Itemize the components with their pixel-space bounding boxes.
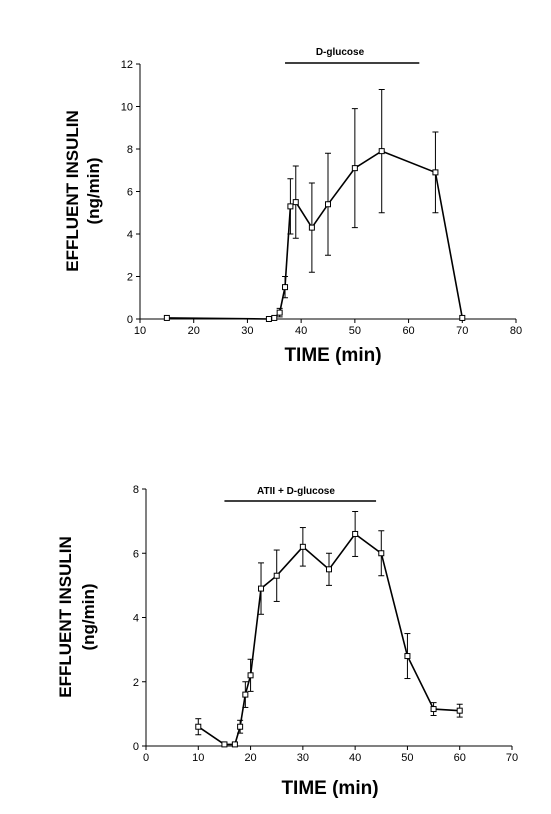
data-point xyxy=(265,316,272,322)
data-point xyxy=(430,706,437,713)
y-tick-label: 12 xyxy=(121,59,133,71)
y-tick-label: 2 xyxy=(127,272,133,284)
y-axis-label-line2: (ng/min) xyxy=(79,583,98,650)
x-tick-label: 0 xyxy=(143,752,149,764)
x-tick-label: 20 xyxy=(188,325,200,337)
x-tick-label: 80 xyxy=(510,325,522,337)
chart-top: 10 20 30 40 50 60 70 80 0 2 4 6 8 10 12 EFFLUENT INSUL… xyxy=(63,47,522,366)
y-axis-label-line1: EFFLUENT INSULIN xyxy=(63,110,82,272)
chart-bottom: 0 10 20 30 40 50 60 70 0 2 4 6 8 EFFLUENT INSULIN (n… xyxy=(56,484,518,799)
data-point xyxy=(237,723,244,730)
treatment-label: ATII + D-glucose xyxy=(257,486,335,497)
series-line xyxy=(166,150,464,320)
x-tick-label: 10 xyxy=(134,325,146,337)
y-tick-label: 4 xyxy=(133,613,139,625)
x-tick-label: 30 xyxy=(241,325,253,337)
x-tick-label: 60 xyxy=(454,752,466,764)
data-point xyxy=(325,201,331,208)
y-tick-label: 2 xyxy=(133,677,139,689)
y-tick-label: 0 xyxy=(127,314,133,326)
x-axis-label: TIME (min) xyxy=(284,345,381,366)
data-point xyxy=(351,165,358,172)
x-tick-label: 50 xyxy=(401,752,413,764)
data-point xyxy=(231,741,238,748)
data-point xyxy=(404,653,411,660)
data-point xyxy=(273,572,280,579)
x-tick-label: 10 xyxy=(192,752,204,764)
data-point xyxy=(456,707,463,714)
data-point xyxy=(299,543,306,550)
data-point xyxy=(292,199,299,206)
data-point xyxy=(378,148,385,155)
data-point xyxy=(247,672,254,679)
y-tick-label: 6 xyxy=(127,187,133,199)
data-point xyxy=(326,566,332,573)
x-tick-label: 40 xyxy=(349,752,361,764)
data-point xyxy=(432,169,439,176)
x-tick-label: 60 xyxy=(402,325,414,337)
plot-area-bottom: 0 10 20 30 40 50 60 70 0 2 4 6 8 xyxy=(133,484,518,764)
data-point xyxy=(221,741,228,748)
y-tick-label: 4 xyxy=(127,229,133,241)
data-point xyxy=(195,723,202,730)
data-point xyxy=(308,224,315,231)
y-axis-label-line2: (ng/min) xyxy=(84,157,103,224)
data-point xyxy=(459,314,466,321)
x-axis-label: TIME (min) xyxy=(281,778,378,799)
data-point xyxy=(271,314,278,321)
y-tick-label: 10 xyxy=(121,102,133,114)
x-tick-label: 70 xyxy=(456,325,468,337)
data-point xyxy=(258,585,265,592)
data-point xyxy=(378,550,385,557)
x-tick-label: 50 xyxy=(349,325,361,337)
y-tick-label: 8 xyxy=(127,144,133,156)
y-tick-label: 8 xyxy=(133,484,139,496)
x-tick-label: 70 xyxy=(506,752,518,764)
y-axis-label-line1: EFFLUENT INSULIN xyxy=(56,536,75,698)
data-point xyxy=(287,203,294,210)
data-point xyxy=(276,309,283,316)
data-point xyxy=(242,691,249,698)
data-point xyxy=(163,314,170,321)
plot-area-top: 10 20 30 40 50 60 70 80 0 2 4 6 8 10 12 xyxy=(121,59,522,337)
treatment-label: D-glucose xyxy=(316,47,365,58)
x-tick-label: 30 xyxy=(297,752,309,764)
x-tick-label: 20 xyxy=(244,752,256,764)
y-tick-label: 6 xyxy=(133,548,139,560)
y-tick-label: 0 xyxy=(133,741,139,753)
data-point xyxy=(352,530,359,537)
data-point xyxy=(282,284,289,291)
x-tick-label: 40 xyxy=(295,325,307,337)
